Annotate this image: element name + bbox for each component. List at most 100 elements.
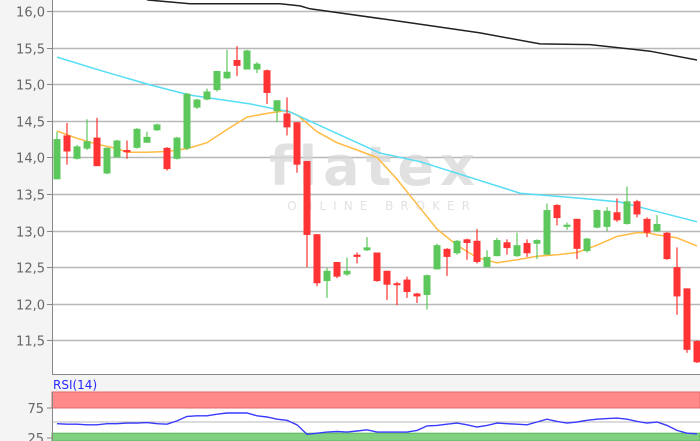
candle-down [303, 161, 311, 268]
candle-up [343, 257, 351, 276]
candle-body [233, 60, 241, 66]
candle-down [63, 122, 71, 165]
y-tick-label: 15,5 [16, 43, 45, 58]
moving-average-line-3 [146, 0, 698, 61]
candle-down [93, 117, 101, 167]
candle-body [203, 91, 211, 100]
candle-body [363, 247, 371, 251]
candle-body [483, 256, 491, 268]
candle-up [653, 215, 661, 233]
candle-down [523, 239, 531, 257]
candle-up [183, 92, 191, 151]
candle-body [553, 204, 561, 219]
candle-down [673, 247, 681, 315]
candle-up [423, 274, 431, 310]
candle-up [603, 207, 611, 232]
candle-body [533, 240, 541, 244]
moving-average-line-2 [56, 56, 698, 223]
candle-body [633, 201, 641, 215]
candle-body [283, 113, 291, 128]
candle-down [163, 147, 171, 171]
candle-body [653, 223, 661, 232]
candle-down [373, 252, 381, 282]
candle-up [323, 267, 331, 298]
candle-body [403, 279, 411, 293]
moving-averages [56, 0, 698, 264]
candle-body [573, 218, 581, 249]
rsi-tick-label: 25 [27, 432, 44, 441]
rsi-line [56, 412, 698, 436]
candle-down [233, 46, 241, 77]
candle-up [533, 239, 541, 260]
candle-body [453, 240, 461, 254]
candle-body [163, 147, 171, 170]
candle-body [583, 238, 591, 252]
candle-up [583, 237, 591, 253]
y-tick-label: 12,5 [16, 262, 45, 277]
candle-up [243, 49, 251, 70]
candle-body [93, 137, 101, 167]
candle-down [383, 270, 391, 301]
candle-down [613, 198, 621, 222]
candle-body [423, 275, 431, 295]
candle-up [513, 232, 521, 257]
candle-up [433, 243, 441, 270]
watermark-tagline: ONLINE BROKER [287, 199, 477, 213]
candles [53, 46, 700, 364]
candle-down [553, 204, 561, 226]
candle-down [333, 262, 341, 279]
candle-body [513, 245, 521, 257]
candle-down [663, 232, 671, 260]
y-tick-label: 14,5 [16, 116, 45, 131]
candle-body [143, 136, 151, 143]
candle-body [183, 93, 191, 149]
candle-body [503, 242, 511, 249]
candle-body [303, 161, 311, 235]
candle-body [313, 234, 321, 284]
candle-body [273, 100, 281, 112]
candle-up [83, 119, 91, 151]
candle-body [683, 288, 691, 350]
candle-body [613, 212, 621, 221]
candle-body [73, 146, 81, 159]
y-tick-label: 13,5 [16, 189, 45, 204]
candle-up [53, 131, 61, 180]
candle-up [563, 222, 571, 230]
candle-up [133, 128, 141, 149]
candle-down [393, 281, 401, 306]
candle-up [493, 237, 501, 257]
candle-down [283, 97, 291, 136]
candle-up [203, 88, 211, 101]
candle-down [263, 69, 271, 104]
candle-up [593, 209, 601, 229]
candle-up [253, 62, 261, 74]
candle-down [403, 276, 411, 298]
price-grid [52, 10, 700, 342]
candle-body [493, 240, 501, 257]
candle-body [53, 139, 61, 180]
candle-up [73, 144, 81, 160]
candle-down [413, 292, 421, 304]
candle-up [273, 100, 281, 123]
candle-body [643, 218, 651, 233]
candle-down [683, 288, 691, 353]
candle-body [433, 245, 441, 270]
candle-body [113, 140, 121, 158]
candle-up [543, 203, 551, 255]
candle-up [363, 237, 371, 252]
candle-up [453, 240, 461, 255]
candle-body [323, 270, 331, 282]
candle-up [623, 186, 631, 225]
candle-body [223, 71, 231, 79]
candle-body [353, 254, 361, 257]
price-plot-area [52, 0, 700, 374]
candle-body [473, 240, 481, 263]
watermark-logo: flatex ONLINE BROKER [269, 135, 477, 213]
candle-body [263, 70, 271, 93]
candle-up [213, 70, 221, 92]
rsi-overbought-band [51, 391, 700, 409]
candle-body [253, 63, 261, 70]
rsi-tick-label: 75 [27, 402, 44, 417]
candle-up [113, 139, 121, 158]
